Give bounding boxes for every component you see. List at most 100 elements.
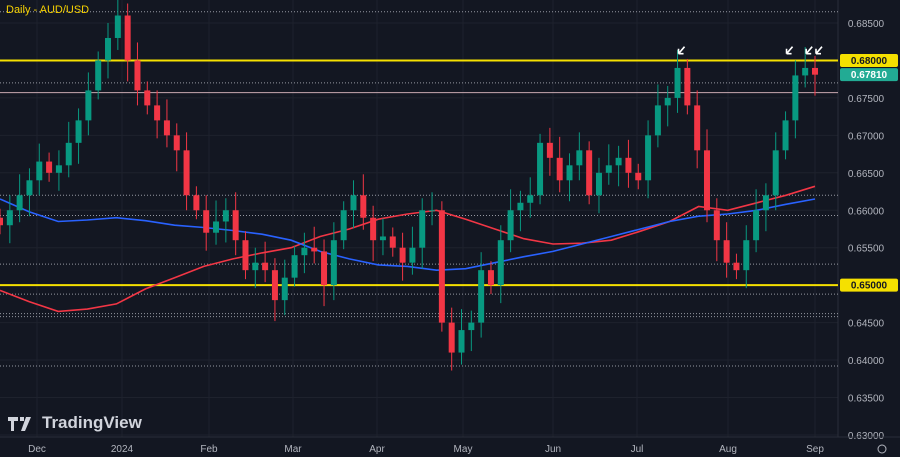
candle-body [26, 180, 33, 196]
candle-body [389, 236, 396, 248]
candle-body [144, 90, 151, 106]
arrow-marker-icon [805, 46, 813, 55]
candle-body [792, 75, 799, 121]
candle-body [497, 240, 504, 286]
x-tick-label: May [454, 444, 473, 455]
x-tick-label: Dec [28, 444, 46, 455]
candle-body [46, 161, 53, 173]
moving-average-line [0, 185, 816, 313]
candle-body [36, 161, 43, 181]
y-tick-label: 0.67500 [848, 94, 885, 105]
arrow-marker-icon [785, 46, 794, 55]
candle-body [163, 120, 170, 136]
x-tick-label: Jul [631, 444, 644, 455]
y-tick-label: 0.64000 [848, 356, 885, 367]
candle-body [340, 210, 347, 241]
x-tick-label: 2024 [111, 444, 134, 455]
candle-body [399, 247, 406, 263]
candle-body [65, 142, 72, 166]
candle-body [448, 322, 455, 353]
candle-body [733, 262, 740, 271]
x-tick-label: Mar [284, 444, 302, 455]
candle-body [684, 67, 691, 106]
candle-body [517, 202, 524, 211]
candle-body [458, 330, 465, 353]
candle-body [566, 165, 573, 181]
candle-body [546, 142, 553, 158]
candle-body [556, 157, 563, 181]
y-tick-label: 0.67000 [848, 131, 885, 142]
candle-body [203, 210, 210, 233]
candle-body [507, 210, 514, 241]
candle-body [713, 210, 720, 241]
candle-body [222, 210, 229, 222]
candle-body [232, 210, 239, 241]
x-tick-label: Sep [806, 444, 824, 455]
y-tick-label: 0.65500 [848, 244, 885, 255]
x-tick-label: Feb [200, 444, 218, 455]
tradingview-logo: TradingView [8, 413, 142, 433]
level-label-bg [840, 278, 898, 292]
candle-body [95, 60, 102, 91]
candle-body [762, 195, 769, 211]
x-tick-label: Jun [545, 444, 561, 455]
candle-body [723, 240, 730, 263]
candle-body [370, 217, 377, 241]
level-label: 0.65000 [851, 281, 888, 292]
settings-icon[interactable] [877, 444, 887, 454]
candle-body [173, 135, 180, 151]
candle-body [154, 105, 161, 121]
candle-body [281, 277, 288, 301]
candle-body [55, 165, 62, 173]
candle-body [438, 210, 445, 323]
arrow-marker-icon [815, 46, 823, 55]
candle-body [576, 150, 583, 166]
logo-text: TradingView [42, 413, 142, 432]
candle-body [537, 142, 544, 196]
candle-body [321, 251, 328, 286]
candle-body [625, 157, 632, 173]
candle-body [478, 270, 485, 323]
x-tick-label: Aug [719, 444, 737, 455]
candle-body [213, 221, 220, 233]
candle-body [772, 150, 779, 196]
candle-body [595, 172, 602, 196]
candle-body [242, 240, 249, 271]
candle-body [350, 195, 357, 211]
y-tick-label: 0.68500 [848, 19, 885, 30]
candle-body [703, 150, 710, 211]
candle-body [753, 210, 760, 241]
candle-body [105, 37, 112, 61]
candle-body [252, 262, 259, 271]
candle-body [360, 195, 367, 218]
candle-body [694, 105, 701, 151]
candle-body [419, 210, 426, 248]
candle-body [311, 247, 318, 252]
current-price-label-bg [840, 68, 898, 82]
candle-body [124, 15, 131, 61]
candle-body [301, 247, 308, 256]
chart-title: Daily - AUD/USD [6, 4, 90, 16]
candle-body [743, 240, 750, 271]
candle-body [262, 262, 269, 271]
candle-body [271, 270, 278, 301]
y-tick-label: 0.66000 [848, 206, 885, 217]
candle-body [0, 217, 3, 226]
y-tick-label: 0.63000 [848, 431, 885, 442]
current-price-label: 0.67810 [851, 70, 888, 81]
candle-body [193, 195, 200, 211]
moving-average-line [0, 198, 816, 272]
candle-body [812, 67, 818, 75]
candle-body [802, 67, 809, 76]
candle-body [635, 172, 642, 181]
candle-body [114, 15, 121, 38]
candle-body [782, 120, 789, 151]
candle-body [134, 60, 141, 91]
candle-body [664, 97, 671, 106]
candle-body [75, 120, 82, 143]
candle-body [487, 270, 494, 286]
candle-body [645, 135, 652, 181]
x-tick-label: Apr [369, 444, 385, 455]
